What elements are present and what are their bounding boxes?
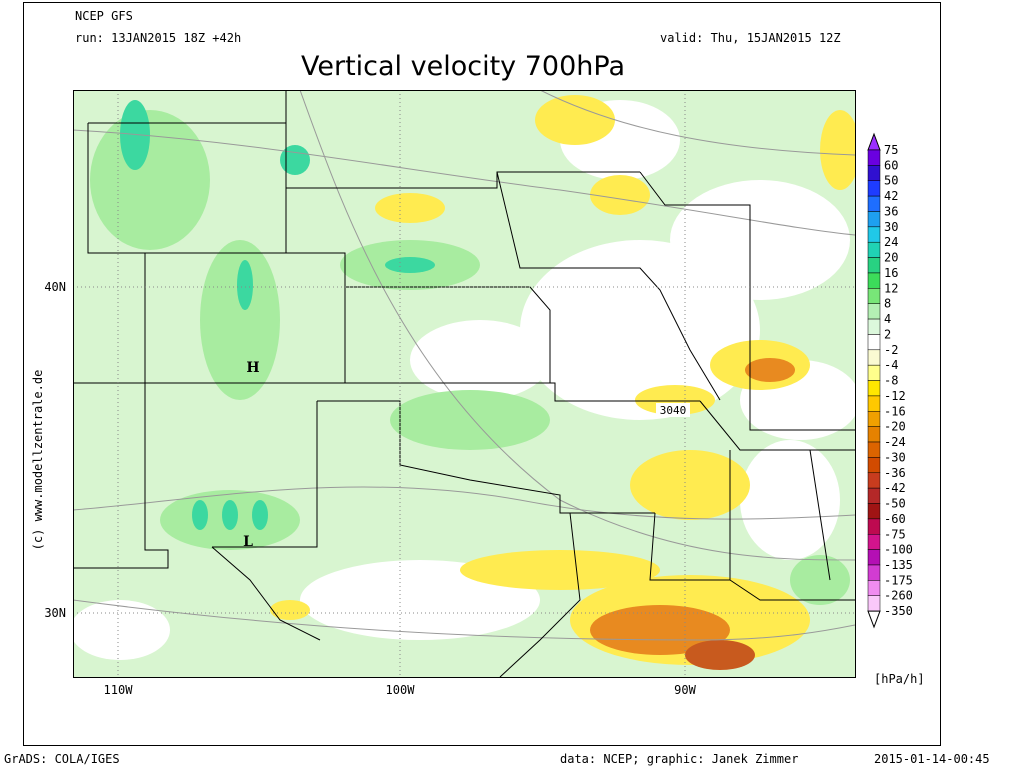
colorbar-box xyxy=(867,257,881,274)
field-strong xyxy=(120,100,435,530)
colorbar-label: -8 xyxy=(884,374,898,388)
colorbar-label: -30 xyxy=(884,450,906,464)
colorbar-label: 20 xyxy=(884,251,898,265)
colorbar-box xyxy=(867,487,881,504)
colorbar-box xyxy=(867,457,881,474)
colorbar-box xyxy=(867,195,881,212)
high-marker: H xyxy=(246,360,259,376)
colorbar-label: 8 xyxy=(884,297,891,311)
colorbar-label: -175 xyxy=(884,573,913,587)
colorbar-label: -16 xyxy=(884,404,906,418)
run-label: run: 13JAN2015 18Z +42h xyxy=(75,31,241,45)
state-borders xyxy=(73,90,855,677)
colorbar-label: 30 xyxy=(884,220,898,234)
colorbar-box xyxy=(867,226,881,243)
lat-label: 40N xyxy=(44,280,66,294)
colorbar-triangle xyxy=(867,610,881,629)
colorbar-box xyxy=(867,288,881,304)
colorbar-label: -2 xyxy=(884,343,898,357)
model-label: NCEP GFS xyxy=(75,9,133,23)
footer-right: 2015-01-14-00:45 xyxy=(874,752,990,766)
colorbar-box xyxy=(867,165,881,181)
colorbar-label: 16 xyxy=(884,266,898,280)
colorbar-box xyxy=(867,334,881,351)
colorbar-label: 50 xyxy=(884,174,898,188)
colorbar-box xyxy=(867,395,881,412)
colorbar-label: -60 xyxy=(884,512,906,526)
colorbar-label: -4 xyxy=(884,358,898,372)
colorbar-box xyxy=(867,441,881,458)
colorbar-label: -75 xyxy=(884,527,906,541)
colorbar-box xyxy=(867,411,881,427)
colorbar-box xyxy=(867,272,881,289)
colorbar-label: 12 xyxy=(884,281,898,295)
colorbar-label: -20 xyxy=(884,420,906,434)
valid-label: valid: Thu, 15JAN2015 12Z xyxy=(660,31,841,45)
colorbar-label: 24 xyxy=(884,235,898,249)
low-marker: L xyxy=(243,534,253,550)
colorbar-label: 4 xyxy=(884,312,891,326)
colorbar-label: -36 xyxy=(884,466,906,480)
lon-label: 90W xyxy=(674,683,696,697)
colorbar-label: -135 xyxy=(884,558,913,572)
colorbar: 75605042363024201612842-2-4-8-12-16-20-2… xyxy=(867,132,913,629)
field-white xyxy=(73,100,855,660)
colorbar-label: -50 xyxy=(884,497,906,511)
colorbar-box xyxy=(867,349,881,366)
pressure-contours xyxy=(73,90,855,641)
map-title: Vertical velocity 700hPa xyxy=(301,51,625,82)
colorbar-label: 60 xyxy=(884,158,898,172)
field-green xyxy=(90,110,850,605)
colorbar-box xyxy=(867,241,881,258)
colorbar-box xyxy=(867,518,881,535)
colorbar-box xyxy=(867,472,881,489)
footer-center: data: NCEP; graphic: Janek Zimmer xyxy=(560,752,798,766)
contour-label-box xyxy=(656,403,690,417)
colorbar-label: 2 xyxy=(884,327,891,341)
lon-label: 100W xyxy=(386,683,416,697)
map-border xyxy=(73,90,856,678)
colorbar-box xyxy=(867,549,881,566)
colorbar-label: -42 xyxy=(884,481,906,495)
colorbar-label: 75 xyxy=(884,143,898,157)
colorbar-box xyxy=(867,426,881,443)
colorbar-label: -100 xyxy=(884,543,913,557)
colorbar-box xyxy=(867,503,881,520)
colorbar-box xyxy=(867,318,881,335)
colorbar-box xyxy=(867,534,881,550)
colorbar-unit: [hPa/h] xyxy=(874,672,925,686)
copyright: (c) www.modellzentrale.de xyxy=(31,370,45,551)
colorbar-box xyxy=(867,380,881,397)
footer-left: GrADS: COLA/IGES xyxy=(4,752,120,766)
frame xyxy=(23,2,941,746)
colorbar-box xyxy=(867,303,881,320)
colorbar-label: -350 xyxy=(884,604,913,618)
lat-label: 30N xyxy=(44,606,66,620)
colorbar-box xyxy=(867,149,881,166)
colorbar-label: -24 xyxy=(884,435,906,449)
colorbar-box xyxy=(867,211,881,228)
colorbar-box xyxy=(867,180,881,197)
colorbar-label: -260 xyxy=(884,589,913,603)
lon-label: 110W xyxy=(104,683,134,697)
contour-label: 3040 xyxy=(660,404,687,417)
field-orange xyxy=(590,358,795,670)
colorbar-box xyxy=(867,595,881,612)
colorbar-label: 42 xyxy=(884,189,898,203)
colorbar-box xyxy=(867,564,881,581)
colorbar-label: -12 xyxy=(884,389,906,403)
colorbar-label: 36 xyxy=(884,204,898,218)
colorbar-box xyxy=(867,364,881,381)
colorbar-box xyxy=(867,580,881,596)
map-area: H L 3040 xyxy=(73,90,855,677)
